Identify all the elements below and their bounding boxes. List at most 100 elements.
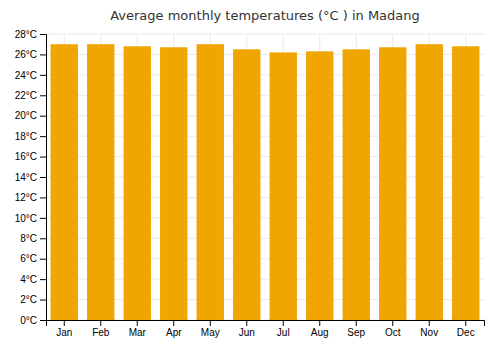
tick-mark	[40, 34, 46, 35]
tick-label: 20°C	[15, 110, 37, 121]
grid-line-y	[46, 34, 484, 35]
tick-label: 10°C	[15, 213, 37, 224]
tick-mark	[40, 157, 46, 158]
tick: Sep	[347, 320, 365, 338]
axis-line	[40, 35, 47, 321]
tick-label: Apr	[166, 327, 182, 338]
tick: 8°C	[20, 233, 46, 244]
tick-mark	[40, 75, 46, 76]
tick-label: Dec	[457, 327, 475, 338]
tick-label: 18°C	[15, 131, 37, 142]
tick: 26°C	[15, 49, 46, 60]
tick-label: 24°C	[15, 70, 37, 81]
bar	[416, 44, 443, 320]
tick: 0°C	[20, 315, 46, 326]
tick-mark	[246, 320, 247, 326]
tick-label: 16°C	[15, 151, 37, 162]
tick-mark	[173, 320, 174, 326]
title: Average monthly temperatures (°C ) in Ma…	[110, 8, 420, 23]
tick: 6°C	[20, 253, 46, 264]
bar	[452, 46, 479, 320]
tick-mark	[40, 54, 46, 55]
tick-label: 4°C	[20, 274, 37, 285]
grid	[46, 34, 484, 320]
tick-mark	[40, 300, 46, 301]
tick: Mar	[129, 320, 147, 338]
axis-line	[47, 321, 485, 327]
tick-label: 0°C	[20, 315, 37, 326]
tick-label: May	[201, 327, 220, 338]
tick: 4°C	[20, 274, 46, 285]
tick: 28°C	[15, 29, 46, 40]
x-axis: Jan Feb Mar Apr May Jun Jul Aug Sep Oct Nov Dec	[47, 320, 485, 338]
tick: Oct	[385, 320, 401, 338]
tick-label: 26°C	[15, 49, 37, 60]
tick-mark	[40, 197, 46, 198]
tick: Apr	[166, 320, 182, 338]
tick-label: Sep	[347, 327, 365, 338]
tick-label: 22°C	[15, 90, 37, 101]
tick: 14°C	[15, 172, 46, 183]
tick-mark	[283, 320, 284, 326]
tick-label: Aug	[311, 327, 329, 338]
plot: 0°C 2°C 4°C 6°C 8°C 10°C 12°C 14°C 16°C 18°C 20°C 2…	[15, 29, 485, 338]
chart: 0°C 2°C 4°C 6°C 8°C 10°C 12°C 14°C 16°C 18°C 20°C 2…	[0, 0, 500, 350]
tick: Dec	[457, 320, 475, 338]
tick-mark	[40, 116, 46, 117]
tick: 22°C	[15, 90, 46, 101]
tick-label: 6°C	[20, 253, 37, 264]
tick-mark	[100, 320, 101, 326]
bar	[51, 44, 78, 320]
tick: Aug	[311, 320, 329, 338]
tick-label: Jun	[239, 327, 255, 338]
y-axis: 0°C 2°C 4°C 6°C 8°C 10°C 12°C 14°C 16°C 18°C 20°C 2…	[15, 29, 47, 326]
tick-mark	[356, 320, 357, 326]
tick-mark	[210, 320, 211, 326]
tick-label: Oct	[385, 327, 401, 338]
tick-label: 2°C	[20, 294, 37, 305]
tick: Jan	[56, 320, 72, 338]
tick-mark	[137, 320, 138, 326]
tick-mark	[465, 320, 466, 326]
tick: May	[201, 320, 220, 338]
tick: 16°C	[15, 151, 46, 162]
tick: 18°C	[15, 131, 46, 142]
tick: Jul	[277, 320, 290, 338]
tick-mark	[429, 320, 430, 326]
tick: 24°C	[15, 70, 46, 81]
tick-mark	[40, 136, 46, 137]
bar	[270, 52, 297, 320]
bar	[343, 49, 370, 320]
tick-mark	[40, 95, 46, 96]
tick-label: Nov	[420, 327, 438, 338]
tick-label: Feb	[92, 327, 110, 338]
tick: Feb	[92, 320, 110, 338]
tick-mark	[40, 177, 46, 178]
tick: 12°C	[15, 192, 46, 203]
tick-mark	[40, 320, 46, 321]
tick: 10°C	[15, 213, 46, 224]
bar	[160, 47, 187, 320]
bar	[379, 47, 406, 320]
bars	[51, 44, 480, 320]
tick: Jun	[239, 320, 255, 338]
bar	[197, 44, 224, 320]
tick: Nov	[420, 320, 438, 338]
tick-mark	[64, 320, 65, 326]
tick-label: 8°C	[20, 233, 37, 244]
tick: 2°C	[20, 294, 46, 305]
tick-mark	[40, 238, 46, 239]
tick-mark	[319, 320, 320, 326]
tick-mark	[40, 259, 46, 260]
tick-mark	[40, 279, 46, 280]
tick-mark	[392, 320, 393, 326]
tick-label: 12°C	[15, 192, 37, 203]
tick-label: 28°C	[15, 29, 37, 40]
tick-label: 14°C	[15, 172, 37, 183]
bar	[124, 46, 151, 320]
tick-label: Mar	[129, 327, 147, 338]
bar	[233, 49, 260, 320]
tick: 20°C	[15, 110, 46, 121]
tick-mark	[40, 218, 46, 219]
tick-label: Jul	[277, 327, 290, 338]
